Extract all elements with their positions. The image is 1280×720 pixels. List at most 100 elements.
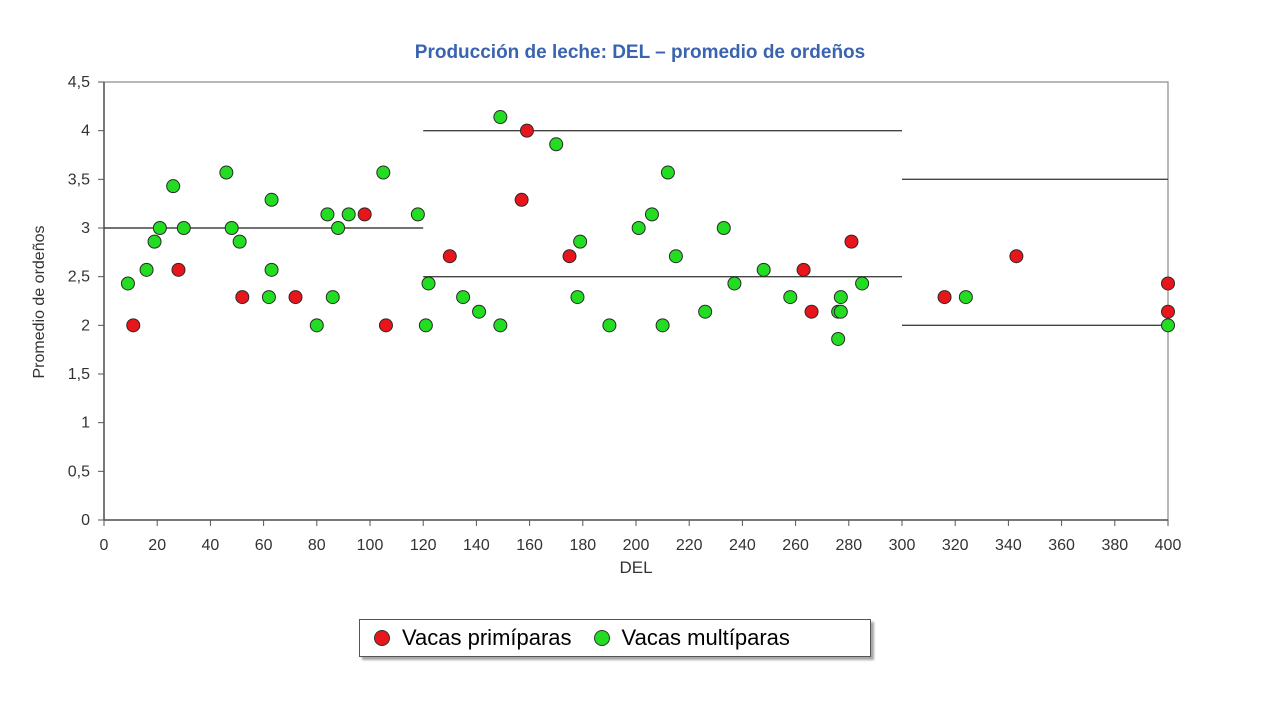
point-multiparas [264,192,279,207]
reference-lines [104,129,1168,327]
point-multiparas [958,290,973,305]
point-primiparas [844,234,859,249]
point-multiparas [668,249,683,264]
x-tick-label: 60 [255,537,273,554]
x-tick-label: 320 [942,537,969,554]
point-multiparas [660,165,675,180]
point-multiparas [232,234,247,249]
y-tick-label: 4,5 [68,74,90,91]
point-multiparas [549,137,564,152]
point-multiparas [176,221,191,235]
point-primiparas [357,207,372,222]
point-multiparas [410,207,425,222]
x-tick-label: 360 [1048,537,1075,554]
point-multiparas [833,290,848,305]
x-tick-label: 140 [463,537,490,554]
point-multiparas [224,221,239,235]
y-tick-label: 2,5 [68,269,90,286]
point-primiparas [562,249,577,264]
x-tick-label: 100 [357,537,384,554]
point-multiparas [456,290,471,305]
point-multiparas [261,290,276,305]
y-tick-label: 0 [81,512,90,529]
chart-title: Producción de leche: DEL – promedio de o… [414,42,866,63]
point-multiparas [152,221,167,235]
point-multiparas [655,318,670,333]
point-primiparas [804,304,819,319]
point-primiparas [796,262,811,277]
point-multiparas [421,276,436,291]
point-multiparas [644,207,659,222]
point-multiparas [855,276,870,291]
point-multiparas [320,207,335,222]
x-tick-label: 220 [676,537,703,554]
x-tick-label: 260 [782,537,809,554]
point-multiparas [376,165,391,180]
x-tick-label: 280 [835,537,862,554]
point-primiparas [514,192,529,207]
point-multiparas [602,318,617,333]
point-primiparas [378,318,393,333]
point-multiparas [573,234,588,249]
point-multiparas [716,221,731,235]
x-tick-label: 300 [889,537,916,554]
point-primiparas [519,123,534,138]
point-multiparas [120,276,135,291]
x-tick-label: 400 [1155,537,1182,554]
legend-label-multiparas: Vacas multíparas [621,625,790,650]
y-tick-label: 1 [81,415,90,432]
legend-marker-multiparas [593,630,610,646]
point-primiparas [1161,304,1175,319]
point-primiparas [288,290,303,305]
point-primiparas [1009,249,1024,264]
legend-item-multiparas: Vacas multíparas [593,625,790,651]
point-multiparas [418,318,433,333]
point-primiparas [126,318,141,333]
legend-marker-primiparas [374,630,390,646]
point-multiparas [139,262,154,277]
point-multiparas [493,110,508,125]
point-multiparas [570,290,585,305]
x-tick-label: 20 [148,537,166,554]
point-multiparas [631,221,646,235]
x-tick-label: 0 [100,537,109,554]
point-primiparas [171,262,186,277]
y-tick-label: 3,5 [68,171,90,188]
y-tick-label: 1,5 [68,366,90,383]
point-multiparas [147,234,162,249]
point-multiparas [166,179,181,194]
point-multiparas [727,276,742,291]
x-tick-label: 240 [729,537,756,554]
point-multiparas [833,304,848,319]
data-points [120,110,1175,346]
y-tick-label: 4 [81,123,90,140]
x-tick-label: 200 [623,537,650,554]
axes: 0 20 40 60 80 100 120 140 160 180 200 220 240 260 280 3… [68,74,1182,554]
point-multiparas [331,221,346,235]
point-multiparas [219,165,234,180]
point-multiparas [756,262,771,277]
x-tick-label: 80 [308,537,326,554]
x-tick-label: 180 [569,537,596,554]
point-primiparas [1161,276,1175,291]
point-multiparas [341,207,356,222]
point-multiparas [472,304,487,319]
x-tick-label: 40 [202,537,220,554]
y-tick-label: 0,5 [68,463,90,480]
point-multiparas [493,318,508,333]
x-tick-label: 340 [995,537,1022,554]
point-multiparas [831,331,846,346]
point-multiparas [325,290,340,305]
point-primiparas [235,290,250,305]
point-primiparas [442,249,457,264]
y-tick-label: 3 [81,220,90,237]
legend-item-primiparas: Vacas primíparas [374,625,572,651]
point-primiparas [937,290,952,305]
x-axis-label: DEL [619,558,652,577]
point-multiparas [783,290,798,305]
point-multiparas [264,262,279,277]
x-tick-label: 380 [1101,537,1128,554]
legend: Vacas primíparas Vacas multíparas [359,619,871,657]
point-multiparas [1161,318,1175,333]
